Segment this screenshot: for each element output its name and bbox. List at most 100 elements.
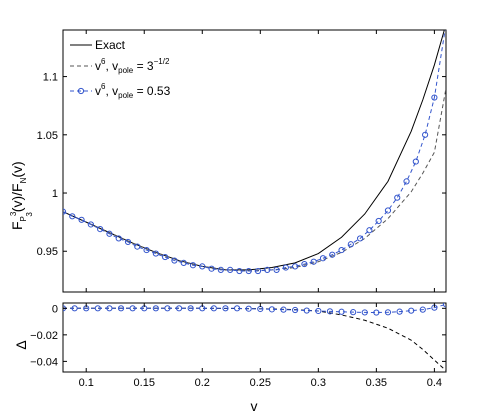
main-series-pole_053-point — [69, 213, 76, 220]
ylabel-sub1: P — [19, 216, 28, 221]
residual-series-pole_053-point — [187, 305, 194, 312]
main-series-pole_053-point — [431, 94, 438, 101]
ylabel-sub3: N — [19, 177, 28, 183]
main-series-exact-line — [63, 30, 445, 271]
residual-series-pole_053-point — [350, 309, 357, 316]
residual-y-tick-label: −0.02 — [30, 330, 58, 342]
residual-series-pole_053-point — [373, 309, 380, 316]
residual-series-pole_053-point — [129, 305, 136, 312]
legend-exact-label: Exact — [95, 38, 126, 52]
main-series-pole_053-point — [347, 241, 354, 248]
ylabel-mid: (v)/F — [9, 183, 25, 212]
main-series-pole_053-point — [443, 22, 448, 27]
main-series-pole_053-point — [217, 266, 224, 273]
main-series-pole_053-point — [199, 263, 206, 270]
residual-series-pole_053-point — [361, 309, 368, 316]
main-series-pole_053-point — [115, 235, 122, 242]
residual-x-ticks: 0.1 0.15 0.2 0.25 0.3 0.35 0.4 — [79, 303, 442, 389]
main-series-pole_053-point — [375, 217, 382, 225]
main-series-pole_053-point — [106, 230, 113, 237]
main-series-pole_053-point — [384, 207, 392, 214]
residual-series-pole_053-point — [280, 306, 287, 313]
ylabel-sup1: 3 — [9, 211, 18, 216]
residual-series-pole_053-point — [292, 306, 299, 314]
main-series-pole_053-point — [208, 265, 215, 272]
residual-y-tick-label: −0.04 — [30, 356, 58, 368]
residual-series-pole_053-point — [71, 305, 78, 312]
main-series-pole_053-point — [273, 266, 280, 273]
legend-pole-053-sub: pole — [118, 91, 134, 100]
main-x-ticks — [85, 30, 435, 292]
residual-y-tick-label: 0 — [52, 303, 58, 315]
main-plot-frame — [62, 29, 447, 293]
legend-pole-sqrt-tail: = 3 — [133, 59, 154, 73]
main-series-pole_053-point — [189, 262, 197, 269]
main-series-pole_053-point — [264, 266, 271, 273]
legend-pole-053-tail: = 0.53 — [133, 84, 170, 98]
main-series-pole_053-point — [162, 253, 169, 261]
main-series-pole_053-point — [319, 255, 327, 262]
main-y-ticks: 0.95 1 1.05 1.1 — [37, 72, 446, 258]
main-series-pole_053-point — [63, 208, 67, 215]
main-series-pole_053-point — [403, 178, 410, 185]
main-series-pole_053-point — [301, 260, 308, 268]
main-series-pole_053-point — [412, 158, 419, 165]
legend-pole-053-sup: 6 — [101, 82, 106, 91]
x-axis-label: v — [251, 398, 258, 414]
residual-series-pole_053-point — [442, 303, 446, 308]
legend-pole-053-mid: , v — [105, 84, 118, 98]
residual-series-pole_053-point — [94, 305, 101, 312]
main-y-tick-label: 1.1 — [43, 72, 58, 84]
legend-pole-sqrt-mid: , v — [105, 59, 118, 73]
residual-series-pole_053-point — [326, 308, 334, 315]
residual-series-pole_053-point — [210, 305, 217, 312]
x-tick-label: 0.35 — [366, 377, 387, 389]
residual-series-pole_053-point — [303, 307, 310, 314]
legend-pole-sqrt-tail-sup: −1/2 — [154, 57, 170, 66]
legend: Exact v6, vpole = 3−1/2 v6, vpole = 0.53 — [70, 38, 171, 100]
main-series-pole_053-point — [227, 266, 234, 273]
main-series-pole_053-point — [245, 267, 252, 275]
residual-series-pole_053-point — [268, 306, 276, 313]
main-series-pole_053-point — [171, 257, 178, 264]
residual-series-pole_053-point — [222, 305, 229, 312]
residual-series-pole_053-point — [152, 305, 159, 312]
main-series-pole_053-point — [422, 131, 429, 138]
main-series-pole_053-point — [282, 264, 289, 271]
residual-series-pole_053-point — [164, 305, 171, 312]
main-y-tick-label: 0.95 — [37, 246, 58, 258]
ylabel-base: F — [9, 221, 25, 230]
main-series-pole_053-point — [394, 194, 401, 201]
x-tick-label: 0.3 — [311, 377, 326, 389]
residual-plot-frame — [62, 302, 447, 373]
legend-pole-sqrt-base: v — [95, 59, 101, 73]
x-tick-label: 0.4 — [427, 377, 442, 389]
main-series-pole_053-point — [329, 251, 336, 258]
residual-series-pole_053-point — [233, 305, 241, 312]
legend-pole-053-label: v6, vpole = 0.53 — [95, 82, 171, 100]
residual-series-pole_053-point — [315, 307, 322, 315]
x-tick-label: 0.15 — [134, 377, 155, 389]
residual-series-pole_053-point — [396, 308, 403, 315]
main-series-pole_053-point — [357, 235, 364, 242]
main-series-pole_053-point — [180, 259, 187, 266]
main-series-pole_053-point — [87, 221, 94, 228]
residual-series-pole_053-point — [419, 306, 426, 313]
ylabel-tail: (v) — [9, 161, 25, 177]
main-series-pole_053-point — [78, 216, 85, 223]
legend-pole-053-base: v — [95, 84, 101, 98]
x-tick-label: 0.25 — [250, 377, 271, 389]
legend-pole-sqrt-label: v6, vpole = 3−1/2 — [95, 57, 170, 75]
x-tick-label: 0.2 — [195, 377, 210, 389]
main-series-pole_053-point — [338, 246, 345, 254]
main-series-pole_053-point — [366, 227, 373, 234]
residual-series-pole_053-point — [106, 305, 113, 312]
residual-y-ticks: 0 −0.02 −0.04 — [30, 303, 446, 368]
residual-series-pole_053-point — [117, 305, 125, 312]
main-series-pole_053-point — [124, 238, 132, 246]
residual-series-group — [63, 303, 446, 372]
legend-pole-sqrt-sub: pole — [118, 66, 134, 75]
residual-series-pole_053-point — [408, 307, 415, 314]
